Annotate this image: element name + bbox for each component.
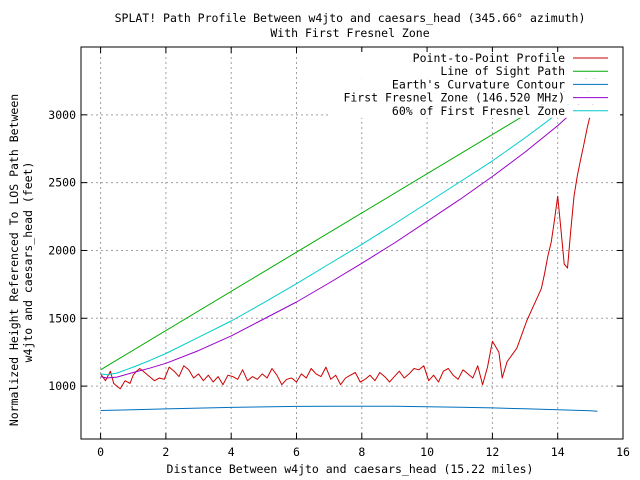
series-line-earth-s-curvature-contour (100, 405, 598, 412)
x-tick-label: 16 (616, 445, 630, 459)
y-tick-label: 1000 (48, 379, 76, 393)
legend-background (330, 104, 620, 118)
chart-title: SPLAT! Path Profile Between w4jto and ca… (115, 11, 586, 25)
x-axis-label: Distance Between w4jto and caesars_head … (167, 462, 534, 476)
y-axis-label-line2: w4jto and caesars_head (feet) (21, 162, 35, 363)
x-tick-label: 12 (485, 445, 499, 459)
legend-label: 60% of First Fresnel Zone (392, 104, 565, 118)
legend-label: Point-to-Point Profile (413, 51, 565, 65)
legend-background (330, 65, 620, 79)
y-tick-label: 1500 (48, 311, 76, 325)
x-tick-label: 10 (420, 445, 434, 459)
legend-label: First Fresnel Zone (146.520 MHz) (343, 91, 565, 105)
series-line-first-fresnel-zone-146-520-mhz (100, 73, 598, 379)
tick-labels: 0 2 4 6 8 10 12 14 16 1000 1500 2000 2500 3000 (48, 108, 630, 459)
legend-label: Line of Sight Path (440, 64, 565, 78)
series-line-line-of-sight-path (100, 70, 598, 371)
chart-subtitle: With First Fresnel Zone (270, 26, 429, 40)
y-tick-label: 2500 (48, 176, 76, 190)
x-tick-label: 6 (293, 445, 300, 459)
x-tick-label: 8 (358, 445, 365, 459)
legend-background (330, 78, 620, 92)
series-line-point-to-point-profile (100, 98, 598, 390)
x-tick-label: 4 (228, 445, 235, 459)
plot-frame (80, 46, 624, 440)
x-tick-label: 0 (97, 445, 104, 459)
y-tick-label: 2000 (48, 243, 76, 257)
y-axis-label-line1: Normalized Height Referenced To LOS Path… (7, 94, 21, 426)
series-line-60-of-first-fresnel-zone (100, 72, 598, 376)
legend-background (330, 52, 620, 65)
x-tick-label: 14 (551, 445, 565, 459)
legend-label: Earth's Curvature Contour (392, 77, 565, 91)
series-lines (100, 70, 598, 412)
legend-background (330, 91, 620, 105)
y-tick-label: 3000 (48, 108, 76, 122)
x-tick-label: 2 (162, 445, 169, 459)
